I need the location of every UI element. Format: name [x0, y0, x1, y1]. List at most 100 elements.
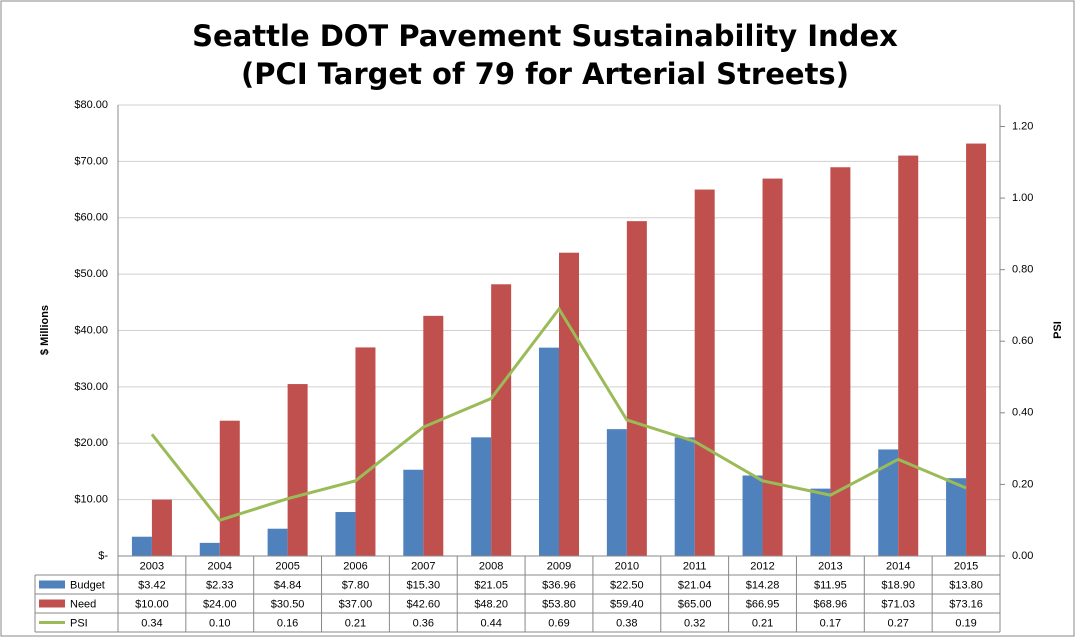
y-tick-label: $70.00: [74, 155, 108, 167]
table-cell: $4.84: [274, 579, 302, 591]
y2-tick-label: 0.20: [1012, 478, 1033, 490]
bar: [199, 542, 220, 556]
bar: [606, 429, 627, 556]
x-tick-label: 2004: [208, 560, 232, 572]
y2-tick-label: 0.40: [1012, 407, 1033, 419]
x-tick-label: 2011: [683, 560, 707, 572]
chart-title: Seattle DOT Pavement Sustainability Inde…: [192, 19, 898, 53]
y2-tick-label: 0.00: [1012, 550, 1033, 562]
bar: [898, 155, 919, 557]
table-cell: $71.03: [881, 598, 915, 610]
legend-swatch: [39, 580, 65, 589]
table-cell: $37.00: [339, 598, 373, 610]
bar: [471, 437, 492, 556]
bar: [674, 437, 695, 556]
bar: [491, 284, 512, 556]
x-tick-label: 2008: [479, 560, 503, 572]
bar: [267, 528, 288, 556]
table-cell: $3.42: [138, 579, 166, 591]
table-cell: 0.21: [345, 617, 366, 629]
table-cell: $68.96: [814, 598, 848, 610]
bar: [878, 449, 899, 556]
table-cell: $21.05: [474, 579, 508, 591]
y-tick-label: $10.00: [74, 494, 108, 506]
table-cell: 0.38: [616, 617, 637, 629]
table-cell: $22.50: [610, 579, 644, 591]
x-tick-label: 2014: [886, 560, 910, 572]
table-cell: $24.00: [203, 598, 237, 610]
x-tick-label: 2012: [750, 560, 774, 572]
legend-label: PSI: [70, 617, 88, 629]
table-cell: $53.80: [542, 598, 576, 610]
y2-tick-label: 1.00: [1012, 192, 1033, 204]
y-tick-label: $20.00: [74, 437, 108, 449]
bar: [626, 221, 647, 556]
table-cell: $73.16: [949, 598, 983, 610]
bar: [403, 469, 424, 556]
y2-tick-label: 0.80: [1012, 264, 1033, 276]
table-cell: $14.28: [746, 579, 780, 591]
bar: [151, 499, 172, 556]
table-cell: $48.20: [474, 598, 508, 610]
y-tick-label: $-: [98, 550, 108, 562]
bar: [539, 347, 559, 556]
table-cell: 0.44: [480, 617, 501, 629]
table-cell: 0.21: [752, 617, 773, 629]
table-cell: 0.17: [820, 617, 841, 629]
y2-tick-label: 0.60: [1012, 335, 1033, 347]
bar: [694, 189, 715, 556]
bar: [355, 347, 376, 556]
bar: [762, 178, 783, 556]
bar: [559, 252, 579, 556]
bar: [810, 488, 831, 556]
bar: [946, 478, 967, 556]
legend-label: Budget: [70, 579, 105, 591]
table-cell: $2.33: [206, 579, 234, 591]
table-cell: 0.27: [888, 617, 909, 629]
line: [150, 306, 967, 522]
y-axis-label: $ Millions: [39, 305, 51, 355]
bar: [742, 475, 763, 556]
x-tick-label: 2010: [615, 560, 639, 572]
chart-subtitle: (PCI Target of 79 for Arterial Streets): [241, 57, 849, 91]
bar: [287, 384, 308, 556]
x-tick-label: 2005: [275, 560, 299, 572]
table-cell: $13.80: [949, 579, 983, 591]
table-cell: $42.60: [406, 598, 440, 610]
table-cell: $15.30: [406, 579, 440, 591]
bar: [423, 315, 444, 556]
bar: [131, 536, 152, 556]
x-tick-label: 2009: [547, 560, 571, 572]
table-cell: $36.96: [542, 579, 576, 591]
table-cell: 0.36: [413, 617, 434, 629]
table-cell: $18.90: [881, 579, 915, 591]
bar: [966, 143, 987, 557]
table-cell: $10.00: [135, 598, 169, 610]
table-cell: $30.50: [271, 598, 305, 610]
table-cell: 0.19: [955, 617, 976, 629]
table-cell: $65.00: [678, 598, 712, 610]
legend-swatch: [39, 599, 65, 608]
y2-axis-label: PSI: [1052, 321, 1064, 339]
table-cell: 0.10: [209, 617, 230, 629]
x-tick-label: 2003: [140, 560, 164, 572]
legend-label: Need: [70, 598, 96, 610]
x-tick-label: 2006: [343, 560, 367, 572]
y-tick-label: $50.00: [74, 268, 108, 280]
table-cell: $7.80: [342, 579, 370, 591]
y2-tick-label: 1.20: [1012, 120, 1033, 132]
table-cell: $21.04: [678, 579, 712, 591]
x-tick-label: 2015: [954, 560, 978, 572]
table-cell: $66.95: [746, 598, 780, 610]
bar: [335, 512, 356, 556]
y-tick-label: $60.00: [74, 212, 108, 224]
table-cell: 0.16: [277, 617, 298, 629]
y-tick-label: $40.00: [74, 324, 108, 336]
y-tick-label: $80.00: [74, 99, 108, 111]
bar: [830, 167, 851, 556]
table-cell: $11.95: [814, 579, 847, 591]
bar: [219, 420, 240, 556]
table-cell: 0.69: [548, 617, 569, 629]
table-cell: 0.34: [141, 617, 162, 629]
